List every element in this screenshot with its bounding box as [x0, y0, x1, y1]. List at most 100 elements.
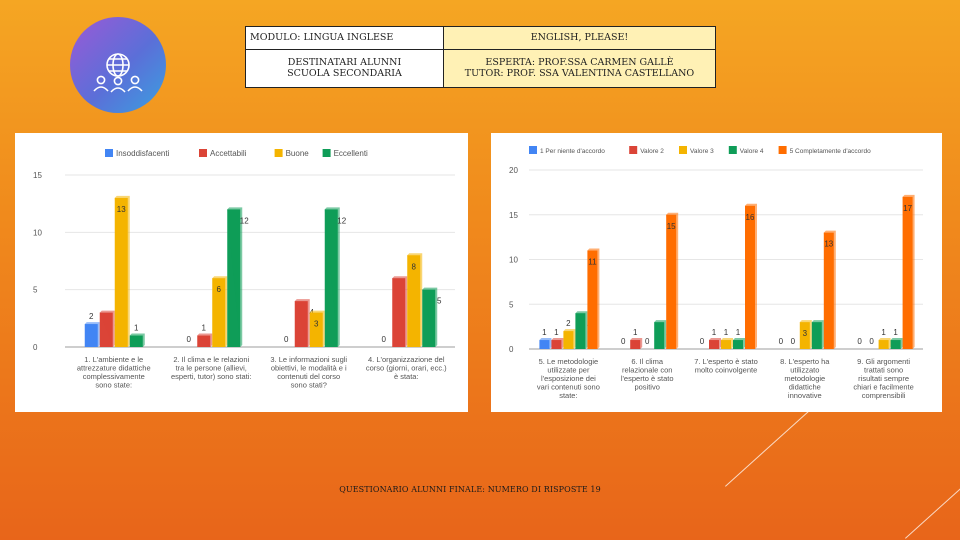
- data-label: 0: [791, 337, 796, 346]
- category-label: 6. Il clima: [631, 357, 664, 366]
- category-label: molto coinvolgente: [695, 366, 758, 375]
- data-label: 0: [857, 337, 862, 346]
- category-label: sono stati?: [291, 381, 327, 390]
- data-label: 12: [240, 216, 249, 225]
- category-label: 7. L'esperto è stato: [694, 357, 758, 366]
- data-label: 1: [881, 328, 886, 337]
- data-label: 2: [566, 319, 571, 328]
- category-label: complessivamente: [83, 372, 145, 381]
- category-label: l'esposizione dei: [541, 374, 596, 383]
- bar-shade: [902, 194, 915, 349]
- data-label: 0: [187, 335, 192, 344]
- bar-shade: [129, 333, 145, 347]
- bar: [902, 196, 913, 349]
- legend-swatch: [629, 146, 638, 154]
- data-label: 1: [554, 328, 559, 337]
- category-label: comprensibili: [862, 391, 906, 400]
- category-label: vari contenuti sono: [537, 383, 600, 392]
- category-label: obiettivi, le modalità e i: [271, 364, 347, 373]
- data-label: 5: [437, 297, 442, 306]
- data-label: 0: [779, 337, 784, 346]
- category-label: è stata:: [394, 372, 419, 381]
- bar-shade: [324, 207, 340, 347]
- bar-shade: [587, 248, 600, 349]
- category-label: 8. L'esperto ha: [780, 357, 830, 366]
- bar-shade: [212, 276, 228, 347]
- category-label: trattati sono: [864, 366, 903, 375]
- category-label: 3. Le informazioni sugli: [270, 355, 347, 364]
- y-tick-label: 10: [509, 256, 518, 265]
- bar-shade: [294, 299, 310, 347]
- legend-label: 5 Completamente d'accordo: [790, 148, 871, 155]
- legend-swatch: [199, 149, 207, 157]
- data-label: 16: [746, 213, 755, 222]
- module-logo: [70, 17, 166, 113]
- legend-swatch: [105, 149, 113, 157]
- chart-panel-right: 0 5 10 15 20 1 Per niente d'accordo Valore 2 Va…: [491, 133, 942, 412]
- data-label: 1: [712, 328, 717, 337]
- bar-shade: [227, 207, 243, 347]
- bar-shade: [99, 310, 115, 347]
- category-label: utilizzate per: [547, 366, 590, 375]
- category-label: didattiche: [789, 383, 821, 392]
- data-label: 0: [645, 337, 650, 346]
- bar-shade: [539, 338, 552, 349]
- module-info-table: MODULO: LINGUA INGLESE ENGLISH, PLEASE! …: [245, 26, 716, 89]
- bar-shade: [114, 195, 130, 347]
- legend-label: Valore 4: [740, 148, 764, 155]
- category-label: metodologie: [784, 374, 825, 383]
- bar-shade: [799, 320, 812, 349]
- category-label: 5. Le metodologie: [539, 357, 599, 366]
- data-label: 15: [667, 222, 676, 231]
- staff: ESPERTA: PROF.SSA CARMEN GALLÈ TUTOR: PRO…: [443, 48, 716, 89]
- data-label: 1: [633, 328, 638, 337]
- data-label: 1: [542, 328, 547, 337]
- data-label: 3: [314, 320, 319, 329]
- bar-shade: [878, 338, 891, 349]
- bar-shade: [630, 338, 643, 349]
- legend-swatch: [529, 146, 537, 154]
- bar: [890, 340, 901, 349]
- footer-caption: QUESTIONARIO ALUNNI FINALE: NUMERO DI RI…: [339, 485, 601, 494]
- data-label: 0: [382, 335, 387, 344]
- data-label: 0: [621, 337, 626, 346]
- bar-shade: [422, 287, 438, 347]
- legend-label: Eccellenti: [334, 149, 368, 158]
- y-tick-label: 5: [509, 300, 514, 309]
- legend-label: Accettabili: [210, 149, 247, 158]
- data-label: 17: [903, 204, 912, 213]
- bar-shade: [745, 203, 757, 349]
- legend-label: Insoddisfacenti: [116, 149, 170, 158]
- bar-shade: [823, 230, 836, 349]
- category-label: 1. L'ambiente e le: [84, 355, 143, 364]
- bar-shade: [654, 320, 667, 349]
- category-label: positivo: [634, 383, 659, 392]
- legend-label: Valore 2: [640, 148, 664, 155]
- data-label: 13: [117, 205, 126, 214]
- data-label: 6: [217, 285, 222, 294]
- category-label: relazionale con: [622, 366, 672, 375]
- category-label: risultati sempre: [858, 374, 909, 383]
- data-label: 0: [869, 337, 874, 346]
- category-label: 9. Gli argomenti: [857, 357, 910, 366]
- legend-swatch: [778, 146, 787, 154]
- category-label: sono state:: [95, 381, 132, 390]
- legend-swatch: [274, 149, 283, 157]
- category-label: utilizzato: [790, 366, 819, 375]
- legend-swatch: [728, 146, 737, 154]
- y-tick-label: 5: [33, 286, 38, 295]
- bar-shade: [407, 253, 423, 347]
- category-label: 4. L'organizzazione del: [368, 355, 445, 364]
- data-label: 3: [803, 329, 808, 338]
- bar-shade: [563, 329, 576, 349]
- legend-label: Buone: [286, 149, 310, 158]
- bar-shade: [575, 311, 588, 349]
- y-tick-label: 0: [33, 343, 38, 352]
- category-label: esperti, tutor) sono stati:: [171, 372, 251, 381]
- category-label: 2. Il clima e le relazioni: [173, 355, 249, 364]
- module-name: MODULO: LINGUA INGLESE: [245, 26, 444, 50]
- bar-shade: [551, 338, 564, 349]
- y-tick-label: 10: [33, 228, 42, 237]
